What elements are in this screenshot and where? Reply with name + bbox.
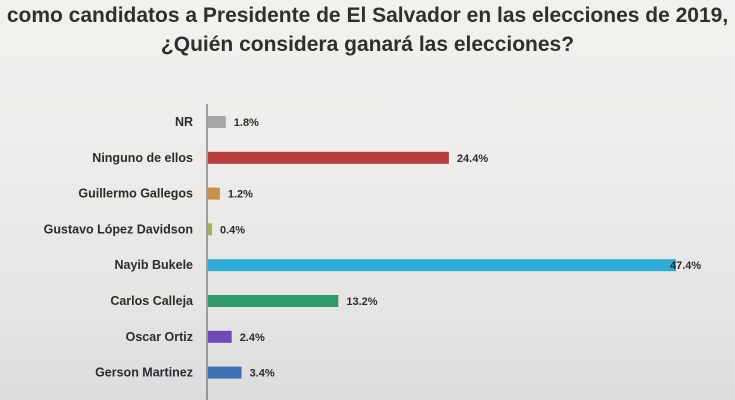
- bar: [208, 366, 242, 379]
- value-label: 1.2%: [228, 189, 253, 201]
- bars-group: NR 1.8% Ninguno de ellos 24.4% Guillermo Gal…: [44, 115, 702, 380]
- category-label: Gustavo López Davidson: [44, 222, 193, 236]
- bar: [208, 330, 232, 343]
- value-label: 1.8%: [234, 117, 259, 129]
- chart-title-line-2: ¿Quién considera ganará las elecciones?: [160, 33, 575, 56]
- value-label: 24.4%: [457, 153, 488, 165]
- bar: [208, 151, 449, 164]
- category-label: NR: [175, 115, 193, 129]
- value-label: 3.4%: [250, 368, 275, 380]
- category-label: Gerson Martinez: [95, 366, 193, 380]
- category-label: Oscar Ortiz: [126, 330, 193, 344]
- value-label: 2.4%: [240, 332, 265, 344]
- value-label: 0.4%: [220, 224, 245, 236]
- value-label: 47.4%: [670, 260, 701, 272]
- bar: [208, 259, 676, 272]
- value-label: 13.2%: [346, 296, 377, 308]
- category-label: Nayib Bukele: [114, 258, 193, 272]
- bar: [208, 187, 220, 200]
- category-label: Guillermo Gallegos: [78, 187, 193, 201]
- bar: [208, 223, 212, 236]
- chart-title-line-1: como candidatos a Presidente de El Salva…: [6, 4, 729, 27]
- bar: [208, 116, 226, 128]
- category-label: Ninguno de ellos: [92, 151, 193, 165]
- bar: [208, 295, 339, 307]
- category-label: Carlos Calleja: [110, 294, 194, 308]
